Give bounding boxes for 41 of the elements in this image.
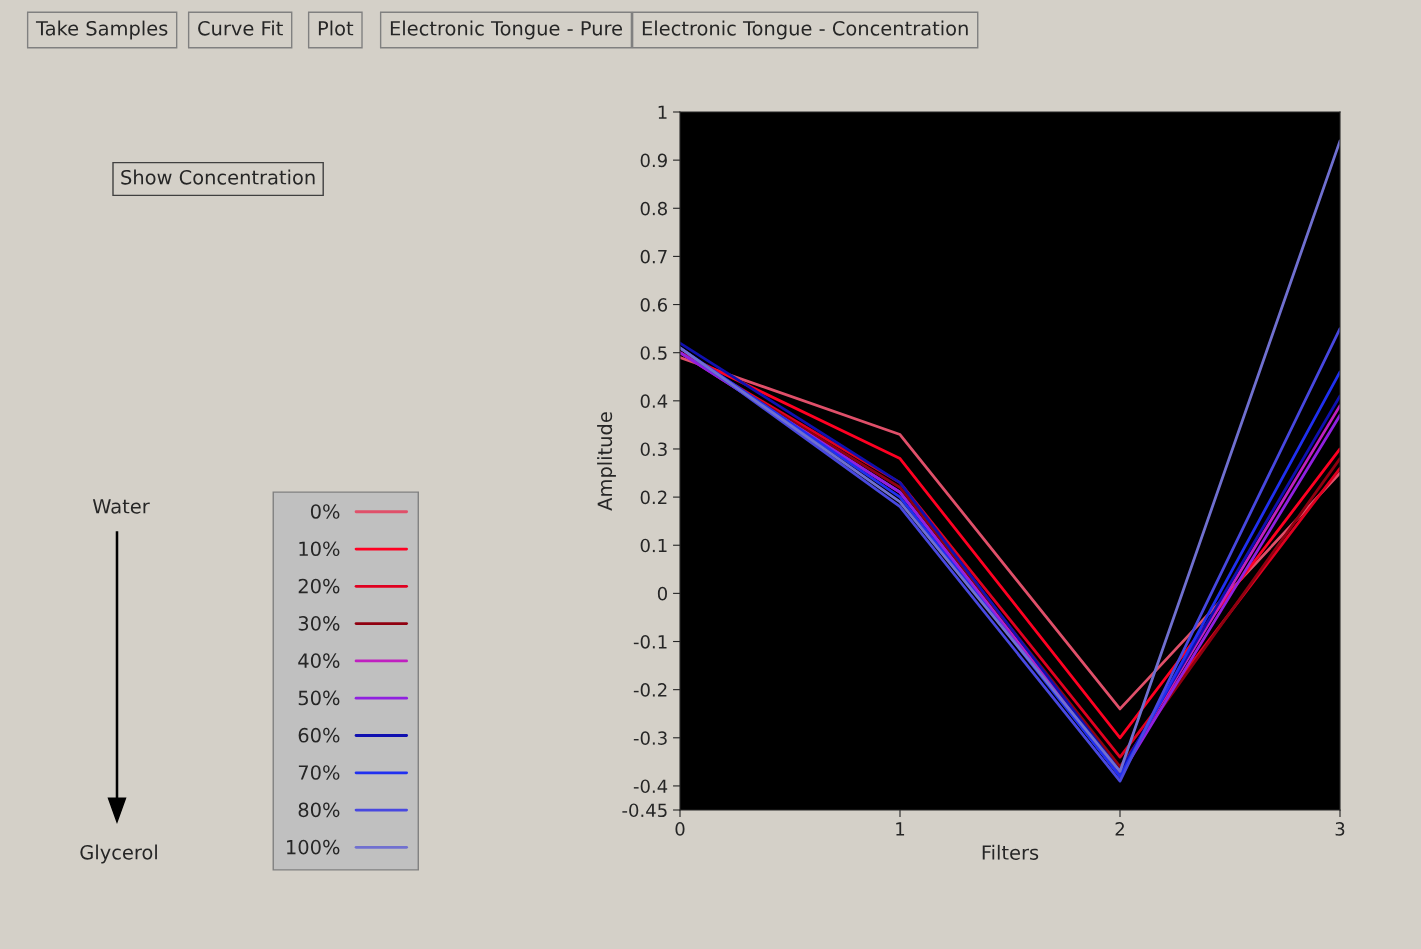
x-axis-title: Filters (982, 844, 1039, 860)
y-tick-label: 0.9 (640, 153, 667, 168)
y-tick-label: 0 (657, 586, 667, 601)
legend-label: 0% (310, 504, 340, 519)
y-tick-label: 0.1 (640, 538, 667, 553)
y-tick-label: -0.2 (633, 683, 667, 697)
legend-label: 60% (298, 727, 340, 743)
y-tick-label: -0.45 (622, 803, 667, 818)
legend-label: 30% (298, 616, 340, 631)
legend-label: 10% (299, 541, 340, 557)
text: Plot (318, 20, 354, 36)
text: Take Samples (35, 20, 168, 40)
y-tick-label: 0.2 (640, 490, 667, 505)
text: Glycerol (80, 844, 157, 864)
y-tick-label: -0.3 (633, 731, 667, 745)
y-tick-label: -0.1 (633, 634, 667, 649)
text: Water (92, 499, 150, 514)
text: Electronic Tongue - Pure (390, 20, 623, 40)
y-tick-label: 0.8 (640, 201, 667, 216)
y-tick-label: 0.4 (640, 394, 668, 408)
y-tick-label: -0.4 (633, 779, 668, 794)
text: Show Concentration (121, 169, 315, 185)
legend-label: 70% (298, 765, 340, 780)
y-tick-label: 0.3 (640, 442, 667, 457)
text: Electronic Tongue - Concentration (642, 20, 968, 40)
legend-label: 40% (298, 653, 340, 668)
x-tick-label: 1 (896, 822, 905, 836)
legend-label: 20% (298, 578, 340, 594)
line-series (680, 139, 1340, 773)
y-tick-label: 0.6 (640, 298, 668, 312)
y-tick-label: 1 (658, 105, 667, 119)
y-axis-title: Amplitude (597, 412, 616, 511)
legend-label: 80% (298, 802, 340, 818)
y-tick-label: 0.7 (640, 249, 667, 264)
text: Curve Fit (198, 20, 283, 36)
x-tick-label: 0 (675, 822, 685, 836)
y-tick-label: 0.5 (640, 346, 667, 360)
x-tick-label: 3 (1335, 822, 1345, 836)
legend-label: 100% (287, 839, 340, 855)
x-tick-label: 2 (1115, 822, 1124, 836)
legend-label: 50% (298, 690, 340, 706)
